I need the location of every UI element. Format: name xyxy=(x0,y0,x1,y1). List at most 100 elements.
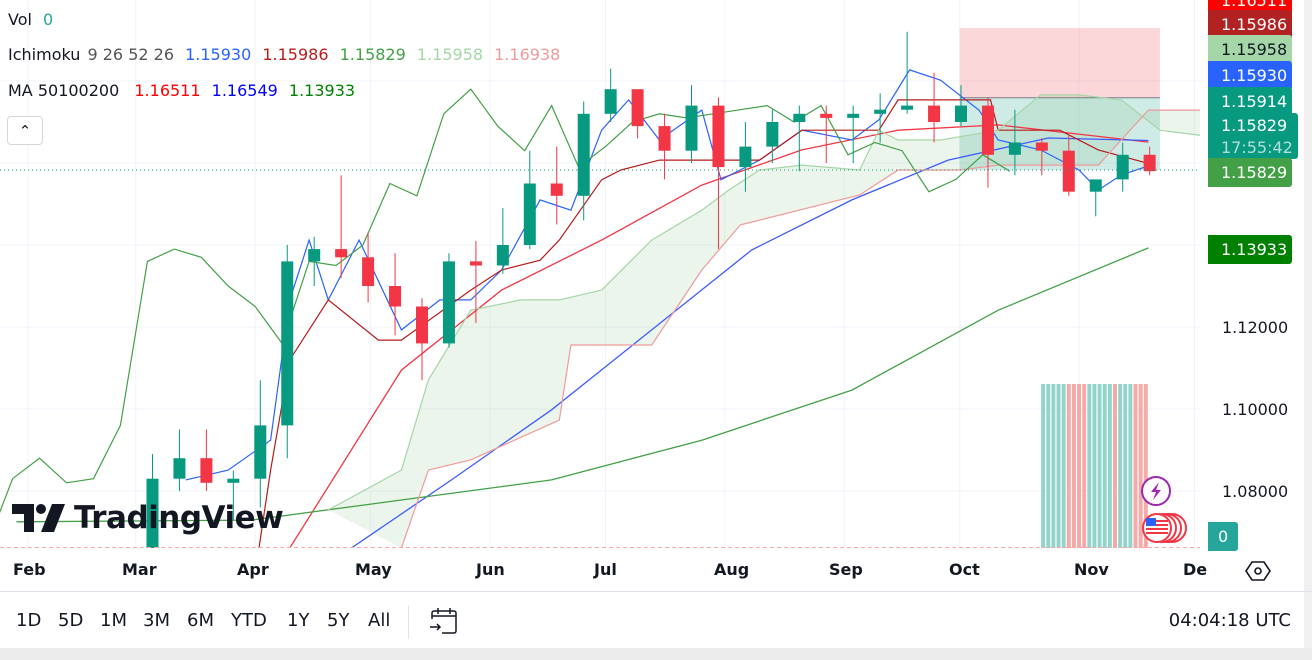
candle-body xyxy=(604,89,617,114)
volume-bar xyxy=(1082,384,1087,548)
legend-volume[interactable]: Vol 0 xyxy=(8,10,59,29)
range-6m-button[interactable]: 6M xyxy=(187,610,214,631)
candle-body xyxy=(146,478,159,548)
range-1d-button[interactable]: 1D xyxy=(16,610,42,631)
volume-bar xyxy=(1051,384,1056,548)
price-scale-scrollbar[interactable] xyxy=(1304,0,1312,648)
range-ytd-button[interactable]: YTD xyxy=(231,610,267,631)
candle-body xyxy=(820,113,833,118)
legend-ichimoku-label: Ichimoku xyxy=(8,45,81,64)
volume-bar xyxy=(1138,384,1143,548)
lightning-event-icon[interactable] xyxy=(1141,476,1171,506)
range-3m-button[interactable]: 3M xyxy=(143,610,170,631)
price-label-base: 1.15986 xyxy=(1208,10,1292,39)
candle-body xyxy=(793,113,806,122)
candle-body xyxy=(416,306,428,344)
legend-ma[interactable]: MA 50100200 1.16511 1.16549 1.13933 xyxy=(8,81,361,100)
volume-bar xyxy=(1113,384,1117,548)
volume-bar xyxy=(1097,384,1102,548)
time-tick: Sep xyxy=(829,560,863,579)
line-span-a xyxy=(328,94,1200,511)
price-tick: 1.12000 xyxy=(1222,318,1289,337)
legend-ma-50: 1.16511 xyxy=(134,81,201,100)
volume-bar xyxy=(1128,384,1133,548)
legend-collapse-button[interactable]: ⌃ xyxy=(7,116,43,145)
volume-bar xyxy=(1118,384,1123,548)
candle-body xyxy=(1089,179,1102,192)
volume-bar xyxy=(1041,384,1046,548)
footer-bar xyxy=(0,648,1312,660)
range-all-button[interactable]: All xyxy=(368,610,391,631)
line-ma-50 xyxy=(289,124,1149,548)
legend-volume-value: 0 xyxy=(43,10,54,29)
legend-volume-label: Vol xyxy=(8,10,32,29)
candle-body xyxy=(93,549,105,550)
flag-canton xyxy=(1146,518,1156,526)
price-chart[interactable] xyxy=(0,0,1200,590)
candle-body xyxy=(766,122,779,147)
price-tick: 1.10000 xyxy=(1222,400,1289,419)
time-tick: Aug xyxy=(714,560,750,579)
range-5y-button[interactable]: 5Y xyxy=(327,610,350,631)
flag-stripe xyxy=(1146,528,1168,530)
volume-bar xyxy=(1087,384,1092,548)
candle-body xyxy=(685,105,698,151)
candle-body xyxy=(1143,154,1156,172)
price-label-conversion: 1.15930 xyxy=(1208,61,1292,90)
candle-body xyxy=(200,458,213,483)
price-label-ma200: 1.13933 xyxy=(1208,235,1292,264)
volume-bar xyxy=(1092,384,1097,548)
candle-body xyxy=(1062,150,1075,192)
volume-bar xyxy=(1077,384,1082,548)
legend-ichimoku-span-a: 1.15958 xyxy=(416,45,484,64)
legend-ichimoku-params: 9 26 52 26 xyxy=(87,45,174,64)
volume-bar xyxy=(1056,384,1061,548)
flag-stripe xyxy=(1146,520,1168,522)
bar-countdown: 17:55:42 xyxy=(1221,138,1293,157)
candle-body xyxy=(362,257,375,286)
legend-ma-200: 1.13933 xyxy=(288,81,356,100)
time-tick: Apr xyxy=(237,560,269,579)
range-5d-button[interactable]: 5D xyxy=(58,610,84,631)
time-tick: Jun xyxy=(476,560,505,579)
candle-body xyxy=(955,105,967,122)
tradingview-logo[interactable]: TradingView xyxy=(12,500,284,536)
candle-body xyxy=(739,146,752,168)
chevron-up-icon: ⌃ xyxy=(18,122,32,140)
us-flag-event-icon[interactable] xyxy=(1142,513,1187,543)
volume-bar xyxy=(1102,384,1107,548)
range-1y-button[interactable]: 1Y xyxy=(287,610,310,631)
time-tick: May xyxy=(355,560,392,579)
price-label-lagging: 1.15829 xyxy=(1208,158,1292,187)
candle-body xyxy=(173,458,186,479)
volume-bar xyxy=(1066,384,1071,548)
candle-body xyxy=(1008,142,1021,155)
candle-body xyxy=(281,261,294,426)
candle-body xyxy=(308,249,321,262)
candle-body xyxy=(389,286,402,307)
candle-body xyxy=(120,549,132,550)
candle-body xyxy=(1035,142,1048,151)
volume-bar xyxy=(1071,384,1076,548)
utc-clock[interactable]: 04:04:18 UTC xyxy=(1168,610,1291,631)
candle-body xyxy=(442,261,455,344)
candle-body xyxy=(469,261,482,266)
volume-bar xyxy=(1061,384,1066,548)
candle-body xyxy=(658,126,671,151)
candle-body xyxy=(712,105,725,168)
calendar-arrow-icon[interactable] xyxy=(429,606,459,636)
candle-body xyxy=(928,105,941,122)
volume-bar xyxy=(1123,384,1128,548)
toolbar-divider xyxy=(408,606,409,639)
range-1m-button[interactable]: 1M xyxy=(100,610,127,631)
legend-ichimoku[interactable]: Ichimoku 9 26 52 26 1.15930 1.15986 1.15… xyxy=(8,45,566,64)
price-tick: 1.08000 xyxy=(1222,482,1289,501)
time-tick: Mar xyxy=(122,560,157,579)
legend-ichimoku-conversion: 1.15930 xyxy=(185,45,252,64)
price-label-position: 1.15914 xyxy=(1208,87,1292,116)
gear-hexagon-icon[interactable] xyxy=(1245,558,1271,584)
candle-body xyxy=(66,549,78,550)
candle-body xyxy=(550,183,563,196)
flag-stripe xyxy=(1146,524,1168,526)
legend-ma-label: MA 50100200 xyxy=(8,81,120,100)
